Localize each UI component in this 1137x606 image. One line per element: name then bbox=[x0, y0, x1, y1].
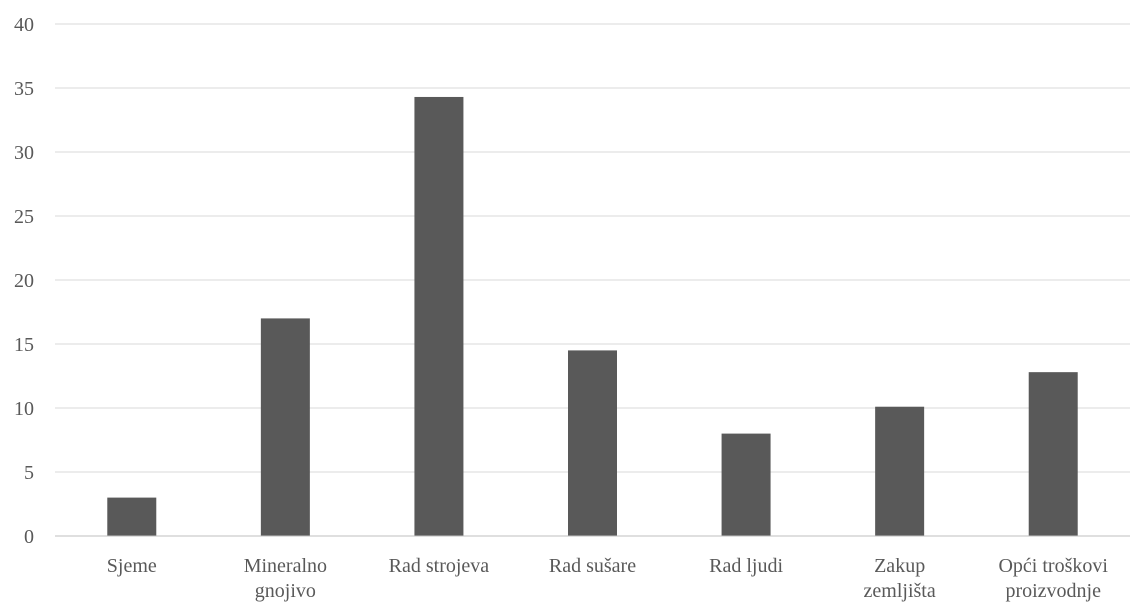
x-tick-label: Opći troškovi proizvodnje bbox=[998, 555, 1108, 602]
x-tick-label-line: Rad sušare bbox=[549, 555, 636, 577]
bars bbox=[107, 96, 1078, 537]
x-tick-label-line: Rad strojeva bbox=[389, 555, 490, 577]
x-tick-label: Rad strojeva bbox=[389, 555, 490, 577]
x-tick-label: Sjeme bbox=[107, 555, 157, 577]
x-axis-labels: Sjeme Mineralno gnojivo Rad strojeva Rad suš… bbox=[107, 555, 1109, 602]
x-tick-label: Rad sušare bbox=[549, 555, 636, 577]
x-tick-label-line: zemljišta bbox=[864, 580, 936, 602]
bar bbox=[1028, 372, 1078, 536]
y-tick-label: 30 bbox=[14, 142, 34, 164]
y-tick-label: 15 bbox=[14, 334, 34, 356]
y-tick-label: 10 bbox=[14, 398, 34, 420]
x-tick-label-line: gnojivo bbox=[255, 580, 316, 602]
bar bbox=[260, 318, 310, 536]
x-tick-label-line: proizvodnje bbox=[1005, 580, 1101, 602]
x-tick-label: Zakup zemljišta bbox=[864, 555, 936, 602]
y-tick-label: 25 bbox=[14, 206, 34, 228]
y-tick-label: 0 bbox=[24, 526, 34, 548]
y-tick-label: 5 bbox=[24, 462, 34, 484]
y-tick-label: 35 bbox=[14, 78, 34, 100]
bar bbox=[107, 497, 157, 536]
x-tick-label-line: Opći troškovi bbox=[998, 555, 1108, 577]
x-tick-label-line: Sjeme bbox=[107, 555, 157, 577]
x-tick-label-line: Mineralno bbox=[244, 555, 327, 577]
bar bbox=[568, 350, 617, 536]
bar bbox=[875, 406, 925, 536]
x-tick-label: Rad ljudi bbox=[709, 555, 783, 577]
x-tick-label-line: Rad ljudi bbox=[709, 555, 783, 577]
x-tick-label-line: Zakup bbox=[874, 555, 925, 577]
bar bbox=[721, 433, 771, 536]
y-axis-ticks: 0 5 10 15 20 25 30 35 40 bbox=[14, 14, 34, 548]
x-tick-label: Mineralno gnojivo bbox=[244, 555, 327, 602]
bar bbox=[414, 96, 464, 537]
gridlines bbox=[55, 23, 1130, 473]
y-tick-label: 40 bbox=[14, 14, 34, 36]
y-tick-label: 20 bbox=[14, 270, 34, 292]
